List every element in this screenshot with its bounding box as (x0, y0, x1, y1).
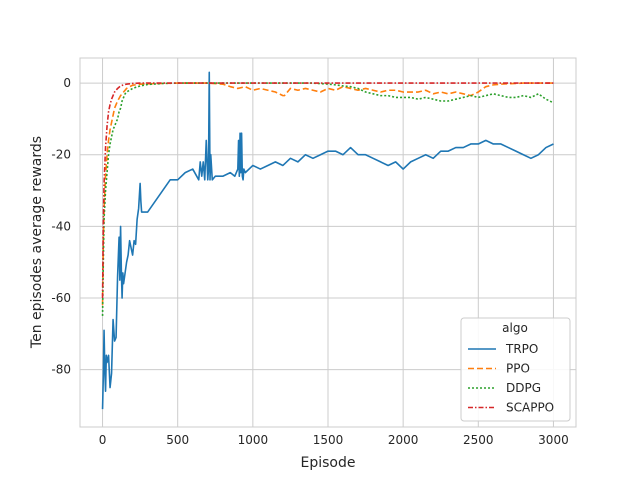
y-tick-label: -60 (51, 291, 71, 305)
y-axis-label: Ten episodes average rewards (29, 136, 45, 349)
series-line-ppo (101, 82, 554, 306)
x-tick-label: 1500 (313, 433, 344, 447)
y-tick-label: -40 (51, 219, 71, 233)
legend-title: algo (502, 321, 528, 335)
x-tick-label: 2000 (388, 433, 419, 447)
y-tick-label: -80 (51, 363, 71, 377)
legend: algo TRPO PPO DDPG SCAPPO (460, 317, 571, 422)
x-axis-label: Episode (301, 455, 356, 471)
x-tick-label: 0 (99, 433, 107, 447)
legend-label-ddpg: DDPG (506, 381, 541, 395)
legend-label-trpo: TRPO (505, 342, 538, 356)
legend-box (460, 317, 571, 422)
y-tick-label: -20 (51, 148, 71, 162)
series-line-trpo (101, 71, 554, 410)
x-tick-label: 500 (166, 433, 189, 447)
legend-label-scappo: SCAPPO (506, 401, 554, 415)
x-tick-label: 2500 (463, 433, 494, 447)
y-tick-label: 0 (63, 76, 71, 90)
x-tick-label: 3000 (538, 433, 569, 447)
series-layer (101, 71, 554, 410)
x-tick-labels: 0 500 1000 1500 2000 2500 3000 (99, 433, 569, 447)
legend-items: TRPO PPO DDPG SCAPPO (468, 342, 554, 415)
y-tick-labels: 0 -20 -40 -60 -80 (51, 76, 71, 377)
x-tick-label: 1000 (238, 433, 269, 447)
plot-frame (79, 57, 577, 428)
series-line-scappo (101, 82, 554, 299)
legend-label-ppo: PPO (506, 362, 530, 376)
